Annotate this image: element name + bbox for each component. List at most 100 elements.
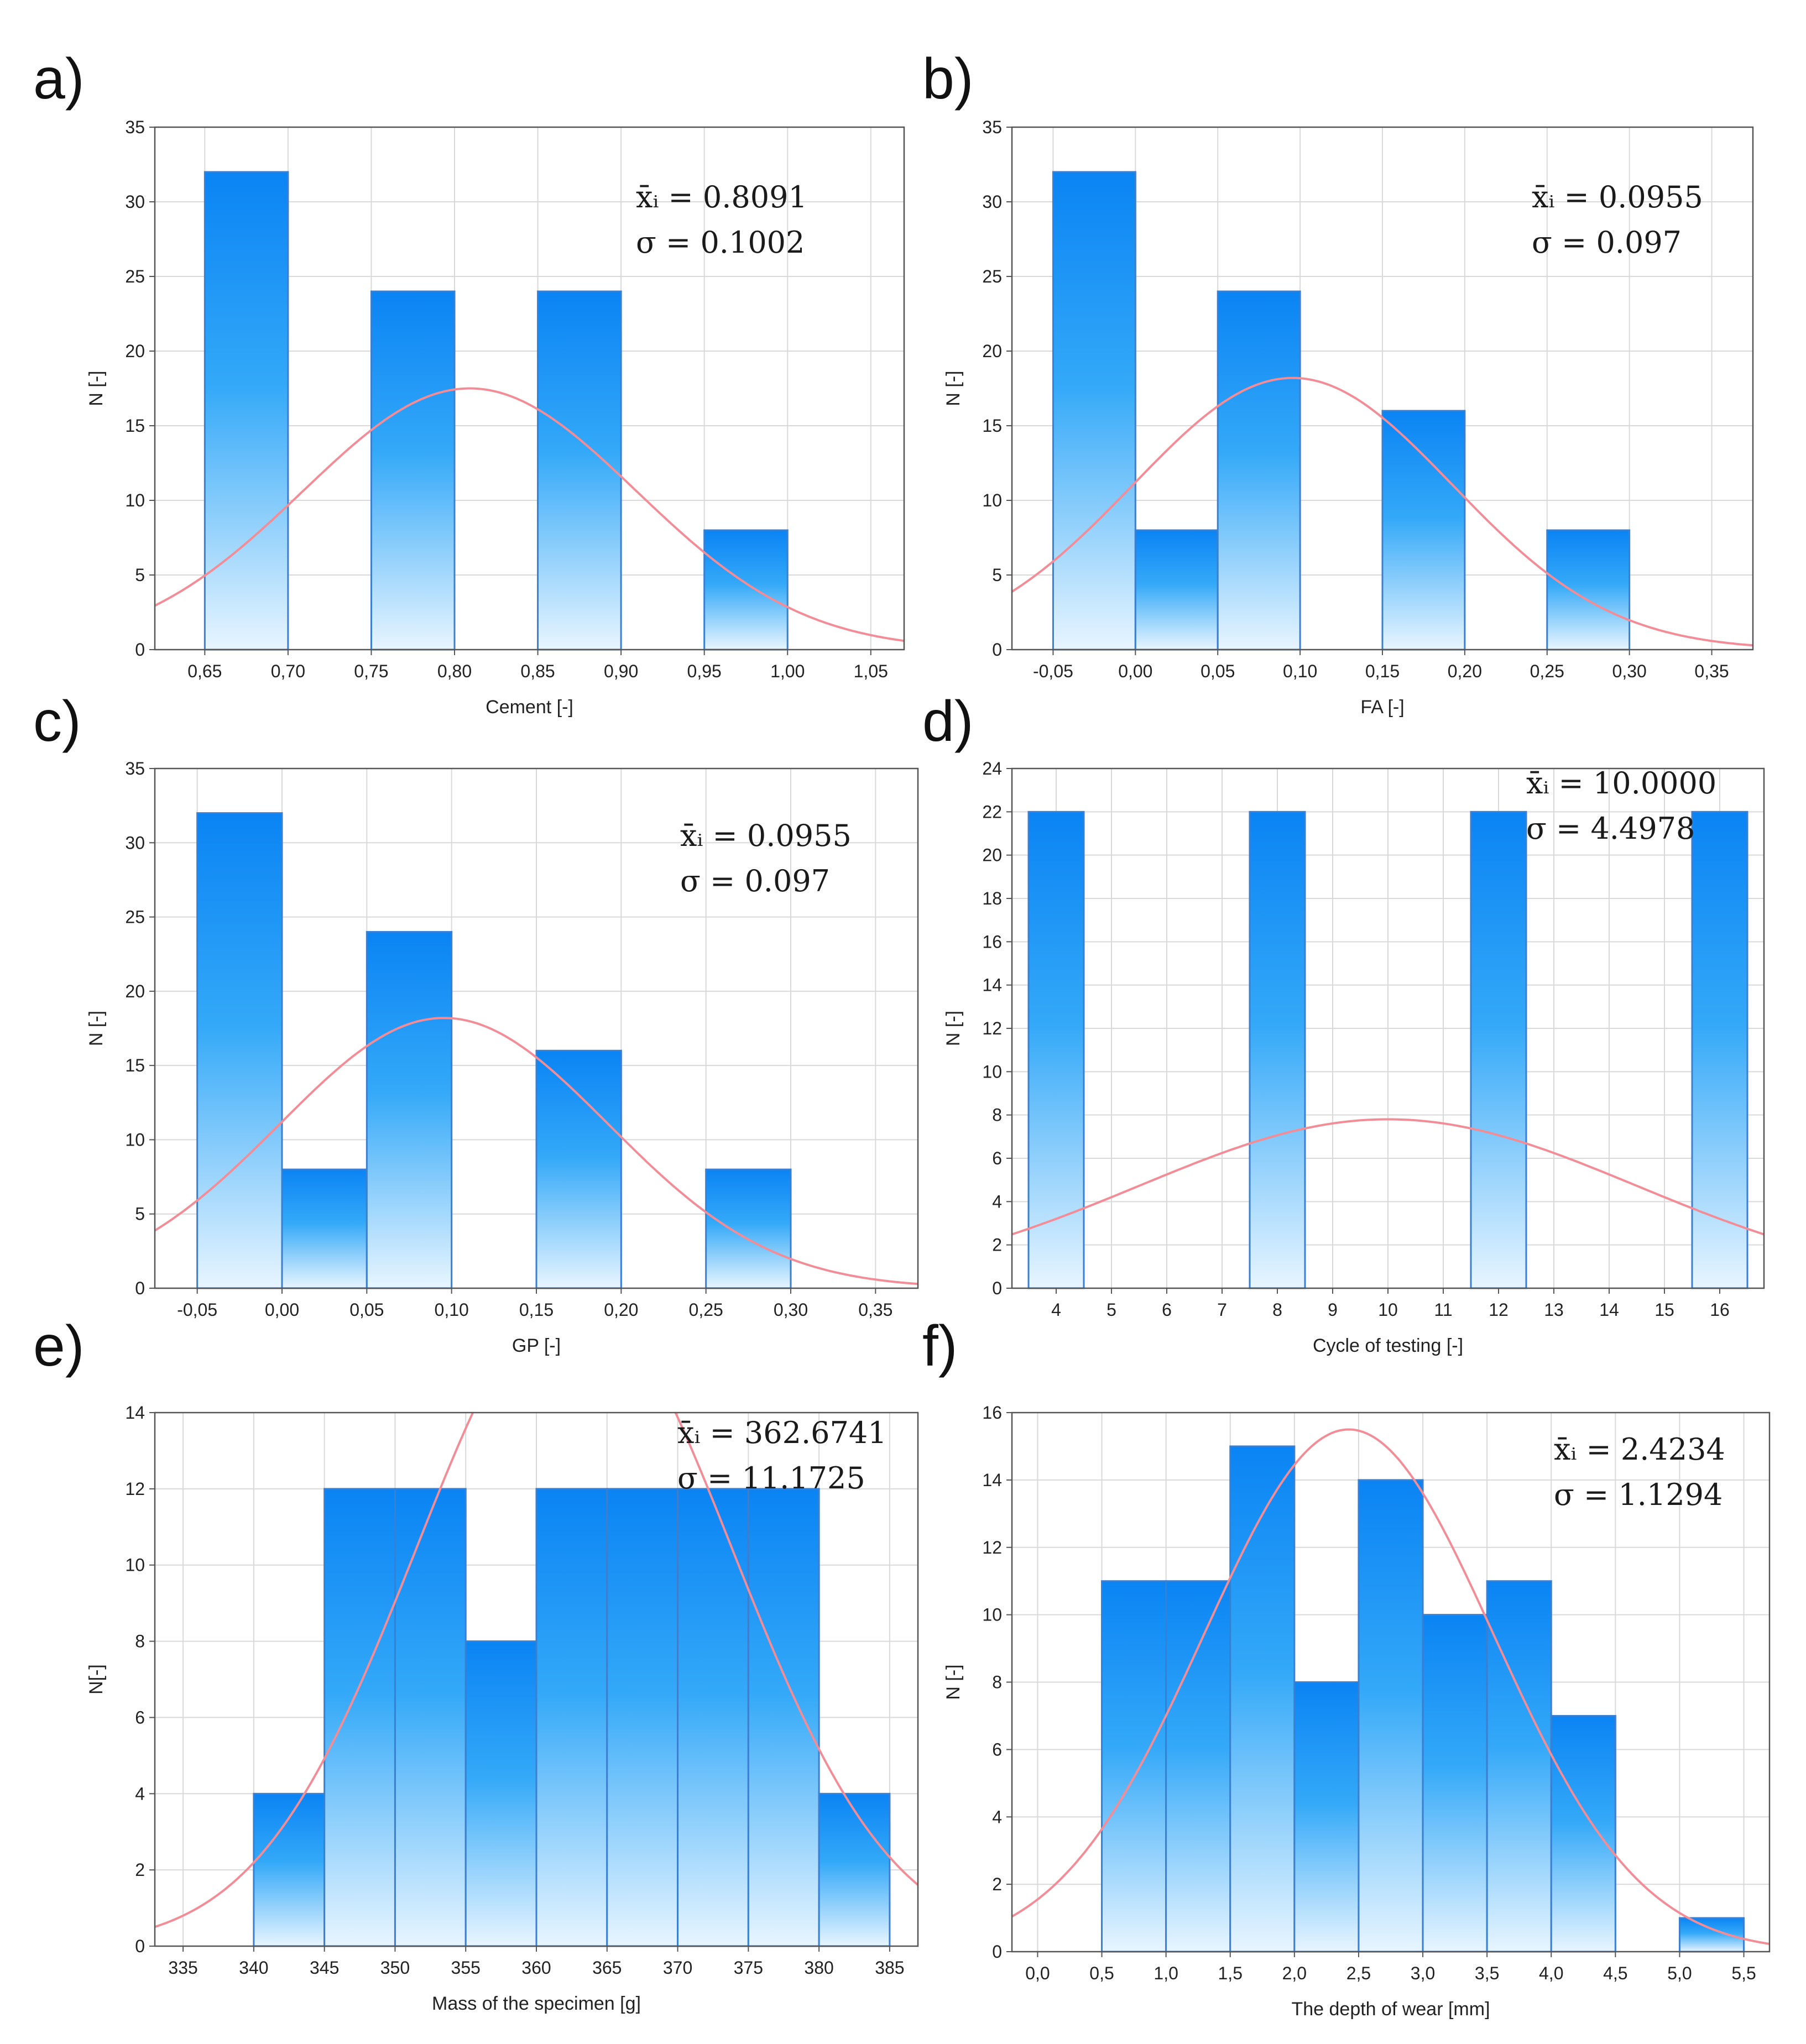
x-tick-label: 0,00 (265, 1300, 299, 1320)
x-tick-label: 370 (663, 1958, 692, 1978)
x-tick-label: 0,15 (1365, 661, 1400, 681)
x-tick-label: 11 (1434, 1300, 1452, 1320)
x-tick-label: 385 (875, 1958, 904, 1978)
x-tick-label: 0,25 (689, 1300, 723, 1320)
x-tick-label: 0,95 (687, 661, 722, 681)
y-axis-title: N [-] (943, 1664, 964, 1700)
x-tick-label: 10 (1378, 1300, 1398, 1320)
y-tick-label: 12 (125, 1479, 145, 1499)
x-tick-label: 0,30 (774, 1300, 808, 1320)
x-tick-label: 0,10 (1283, 661, 1317, 681)
histogram-bar (1165, 1580, 1231, 1953)
histogram-bar (1249, 811, 1306, 1289)
y-tick-label: 8 (992, 1105, 1002, 1125)
x-tick-label: 380 (804, 1958, 833, 1978)
x-tick-label: 0,0 (1025, 1963, 1050, 1983)
plot-frame (1011, 126, 1754, 651)
y-tick-label: 0 (992, 1942, 1002, 1962)
histogram-bar (747, 1488, 820, 1947)
chart-f: 0 2 4 6 8 10 12 14 16 0,0 0,5 1,0 1,5 2,0 2,5 3,0 3,5 4,0… (943, 1403, 1771, 2020)
y-axis-title: N [-] (943, 370, 964, 406)
x-tick-label: 2,0 (1282, 1963, 1307, 1983)
y-tick-label: 0 (992, 640, 1002, 660)
x-tick-label: 9 (1328, 1300, 1338, 1320)
panel-c-label: c) (33, 689, 81, 754)
stat-sigma: σ = 4.4978 (1526, 811, 1695, 846)
normal-fit-curve (155, 1413, 918, 1928)
x-tick-label: 3,0 (1411, 1963, 1435, 1983)
x-tick-label: 0,35 (1694, 661, 1729, 681)
x-tick-label: 5 (1106, 1300, 1116, 1320)
y-axis-title: N [-] (943, 1011, 964, 1046)
panel-b-label: b) (922, 47, 973, 111)
x-tick-label: 360 (521, 1958, 551, 1978)
y-tick-label: 20 (982, 341, 1002, 361)
y-tick-label: 25 (125, 907, 145, 927)
y-tick-label: 0 (135, 1936, 145, 1956)
panel-d-label: d) (922, 689, 973, 754)
y-tick-label: 20 (125, 981, 145, 1001)
x-tick-label: 345 (310, 1958, 339, 1978)
y-tick-label: 4 (992, 1807, 1002, 1827)
y-tick-label: 25 (125, 266, 145, 286)
y-tick-label: 18 (982, 888, 1002, 908)
histogram-bar (370, 290, 456, 651)
normal-fit-curve (1012, 1428, 1770, 1945)
x-tick-label: 8 (1272, 1300, 1282, 1320)
y-axis-title: N [-] (86, 1011, 107, 1046)
stat-sigma: σ = 1.1294 (1554, 1477, 1723, 1512)
y-tick-label: 8 (135, 1632, 145, 1651)
y-tick-label: 20 (982, 845, 1002, 865)
y-axis-title: N[-] (86, 1664, 107, 1695)
x-tick-label: 1,5 (1218, 1963, 1243, 1983)
y-tick-label: 15 (125, 416, 145, 436)
histogram-bar (1546, 529, 1631, 651)
y-tick-label: 0 (135, 1278, 145, 1298)
histogram-bar (537, 290, 622, 651)
x-tick-label: 0,15 (519, 1300, 554, 1320)
y-axis-title: N [-] (86, 370, 107, 406)
x-tick-label: 0,00 (1118, 661, 1152, 681)
normal-fit-curve (1012, 1118, 1764, 1236)
histogram-bar (1229, 1445, 1296, 1953)
x-tick-label: 0,10 (435, 1300, 469, 1320)
panel-a-label: a) (33, 47, 84, 111)
stat-mean: x̄ᵢ = 10.0000 (1526, 766, 1716, 801)
y-tick-label: 25 (982, 266, 1002, 286)
x-axis-title: FA [-] (1360, 697, 1404, 718)
histogram-bar (366, 930, 453, 1289)
y-tick-label: 20 (125, 341, 145, 361)
y-tick-label: 0 (135, 640, 145, 660)
histogram-bar (1550, 1714, 1616, 1953)
y-tick-label: 15 (125, 1055, 145, 1075)
y-tick-label: 35 (125, 117, 145, 137)
histogram-bar (1217, 290, 1301, 651)
y-tick-label: 14 (125, 1403, 145, 1423)
y-tick-label: 10 (982, 490, 1002, 510)
x-tick-label: 1,00 (770, 661, 805, 681)
x-tick-label: 0,80 (437, 661, 472, 681)
y-tick-label: 4 (135, 1784, 145, 1803)
histogram-bar (1678, 1917, 1745, 1953)
plot-frame (1011, 767, 1765, 1289)
x-tick-label: 4,0 (1539, 1963, 1563, 1983)
x-tick-label: 375 (734, 1958, 763, 1978)
histogram-bar (703, 529, 789, 651)
y-tick-label: 10 (982, 1062, 1002, 1081)
y-tick-label: 10 (982, 1605, 1002, 1625)
y-tick-label: 30 (982, 192, 1002, 212)
y-tick-label: 14 (982, 1470, 1002, 1490)
stat-mean: x̄ᵢ = 0.8091 (636, 180, 807, 215)
x-tick-label: 0,75 (354, 661, 388, 681)
panel-f-label: f) (922, 1314, 958, 1378)
histogram-bar (705, 1168, 792, 1289)
histogram-bar (535, 1049, 622, 1289)
x-tick-label: 0,90 (604, 661, 638, 681)
y-tick-label: 8 (992, 1672, 1002, 1692)
x-axis-title: Cement [-] (486, 697, 573, 718)
y-tick-label: 2 (992, 1874, 1002, 1894)
y-tick-label: 16 (982, 932, 1002, 952)
y-tick-label: 12 (982, 1538, 1002, 1557)
